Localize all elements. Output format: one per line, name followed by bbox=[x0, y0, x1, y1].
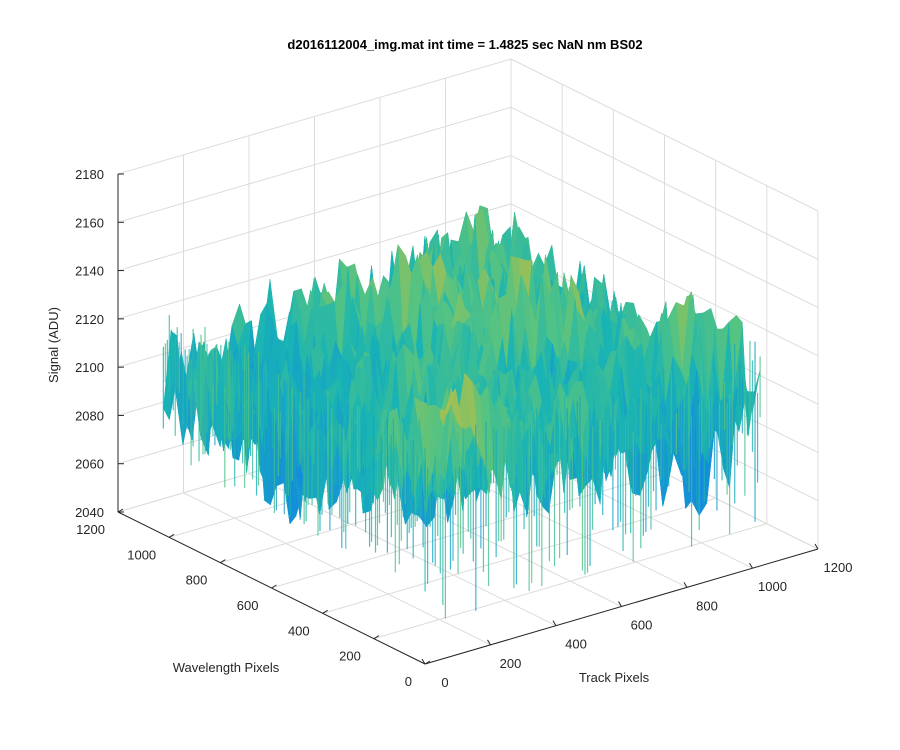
z-tick-label: 2140 bbox=[75, 264, 104, 279]
x-tick-mark bbox=[683, 582, 688, 588]
side-grid-z bbox=[510, 203, 819, 357]
y-tick-mark bbox=[168, 533, 175, 538]
y-tick-mark bbox=[373, 635, 380, 640]
y-tick-mark bbox=[424, 660, 431, 665]
floor-grid-y bbox=[322, 497, 716, 614]
y-axis-label: Wavelength Pixels bbox=[173, 660, 280, 675]
x-tick-label: 1000 bbox=[758, 579, 787, 594]
chart-title: d2016112004_img.mat int time = 1.4825 se… bbox=[287, 37, 642, 52]
z-tick-label: 2160 bbox=[75, 215, 104, 230]
z-tick-label: 2120 bbox=[75, 312, 104, 327]
back-grid-z bbox=[117, 106, 512, 223]
x-tick-mark bbox=[749, 562, 753, 569]
axes bbox=[117, 173, 819, 665]
y-tick-label: 800 bbox=[186, 573, 208, 588]
back-grid-z bbox=[117, 155, 512, 272]
z-tick-label: 2040 bbox=[75, 505, 104, 520]
x-tick-label: 600 bbox=[631, 618, 653, 633]
x-tick-mark bbox=[814, 543, 819, 550]
tick-labels: 0 200 400 600 800 1000 1200 0 200 400 600 800 1000 12… bbox=[75, 167, 852, 690]
y-tick-label: 200 bbox=[339, 649, 361, 664]
x-tick-label: 0 bbox=[441, 675, 448, 690]
x-tick-label: 1200 bbox=[824, 560, 853, 575]
x-tick-mark bbox=[421, 658, 426, 665]
y-tick-label: 600 bbox=[237, 598, 259, 613]
y-tick-label: 1000 bbox=[127, 547, 156, 562]
z-tick-label: 2100 bbox=[75, 360, 104, 375]
z-tick-label: 2080 bbox=[75, 408, 104, 423]
surface bbox=[162, 205, 761, 619]
x-tick-mark bbox=[618, 601, 622, 607]
back-grid-z bbox=[117, 203, 512, 320]
side-grid-z bbox=[510, 106, 819, 260]
side-grid-z bbox=[510, 58, 819, 212]
back-grid-z bbox=[117, 58, 512, 175]
x-tick-label: 400 bbox=[565, 637, 587, 652]
y-tick-label: 1200 bbox=[76, 522, 105, 537]
z-tick-label: 2180 bbox=[75, 167, 104, 182]
y-tick-mark bbox=[322, 609, 328, 614]
y-tick-label: 400 bbox=[288, 623, 310, 638]
side-grid-z bbox=[510, 155, 819, 309]
floor-grid-y bbox=[373, 523, 767, 640]
z-tick-label: 2060 bbox=[75, 457, 104, 472]
x-tick-mark bbox=[487, 639, 491, 646]
y-tick-mark bbox=[220, 559, 226, 564]
x-tick-label: 800 bbox=[696, 598, 718, 613]
y-tick-mark bbox=[271, 584, 277, 589]
x-axis-label: Track Pixels bbox=[579, 670, 650, 685]
x-tick-mark bbox=[552, 620, 557, 626]
x-tick-label: 200 bbox=[500, 656, 522, 671]
y-tick-label: 0 bbox=[405, 674, 412, 689]
z-axis-label: Signal (ADU) bbox=[46, 307, 61, 383]
